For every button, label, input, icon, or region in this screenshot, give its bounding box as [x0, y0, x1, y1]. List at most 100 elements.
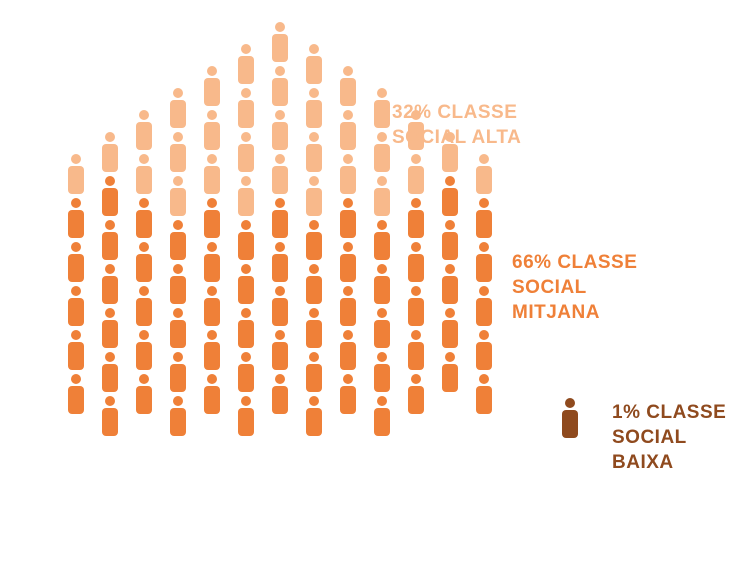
- icon-body: [476, 342, 492, 370]
- icon-head: [71, 374, 81, 384]
- person-icon: [408, 110, 424, 150]
- person-icon: [374, 352, 390, 392]
- icon-head: [105, 308, 115, 318]
- icon-head: [445, 308, 455, 318]
- person-icon: [374, 132, 390, 172]
- icon-head: [241, 396, 251, 406]
- icon-body: [272, 34, 288, 62]
- icon-body: [204, 122, 220, 150]
- person-icon: [102, 176, 118, 216]
- person-icon: [476, 154, 492, 194]
- person-icon: [204, 330, 220, 370]
- value-label: 32%: [392, 102, 432, 123]
- icon-head: [479, 242, 489, 252]
- icon-head: [207, 198, 217, 208]
- icon-head: [71, 330, 81, 340]
- icon-body: [272, 122, 288, 150]
- icon-head: [207, 110, 217, 120]
- person-icon: [102, 220, 118, 260]
- icon-body: [374, 276, 390, 304]
- icon-body: [442, 144, 458, 172]
- person-icon: [238, 176, 254, 216]
- icon-body: [170, 364, 186, 392]
- icon-body: [170, 100, 186, 128]
- icon-head: [241, 88, 251, 98]
- person-icon: [306, 44, 322, 84]
- person-icon: [476, 374, 492, 414]
- icon-head: [445, 132, 455, 142]
- person-icon: [238, 132, 254, 172]
- person-icon: [136, 198, 152, 238]
- icon-head: [275, 22, 285, 32]
- icon-body: [340, 122, 356, 150]
- icon-head: [445, 352, 455, 362]
- icon-body: [408, 342, 424, 370]
- icon-head: [139, 374, 149, 384]
- person-icon: [374, 88, 390, 128]
- icon-head: [479, 198, 489, 208]
- icon-body: [102, 232, 118, 260]
- icon-body: [408, 386, 424, 414]
- category-name: CLASSE SOCIAL BAIXA: [612, 402, 727, 473]
- icon-head: [343, 330, 353, 340]
- value-label: 1%: [612, 402, 641, 423]
- icon-head: [445, 264, 455, 274]
- person-icon: [442, 132, 458, 172]
- person-icon: [204, 374, 220, 414]
- person-icon: [238, 44, 254, 84]
- icon-body: [272, 342, 288, 370]
- person-icon: [442, 176, 458, 216]
- icon-head: [275, 110, 285, 120]
- icon-head: [105, 396, 115, 406]
- icon-head: [479, 330, 489, 340]
- icon-body: [408, 166, 424, 194]
- icon-body: [374, 188, 390, 216]
- icon-body: [340, 78, 356, 106]
- icon-head: [309, 44, 319, 54]
- icon-head: [275, 286, 285, 296]
- icon-body: [442, 188, 458, 216]
- icon-head: [105, 176, 115, 186]
- icon-body: [204, 166, 220, 194]
- icon-body: [374, 320, 390, 348]
- icon-body: [68, 298, 84, 326]
- person-icon: [238, 220, 254, 260]
- icon-body: [102, 320, 118, 348]
- icon-head: [275, 374, 285, 384]
- icon-body: [102, 144, 118, 172]
- icon-body: [68, 210, 84, 238]
- person-icon: [272, 154, 288, 194]
- person-icon: [204, 154, 220, 194]
- icon-head: [377, 88, 387, 98]
- icon-body: [374, 364, 390, 392]
- person-icon: [340, 330, 356, 370]
- icon-body: [442, 320, 458, 348]
- person-icon: [306, 396, 322, 436]
- icon-head: [275, 242, 285, 252]
- person-icon: [272, 110, 288, 150]
- icon-head: [377, 352, 387, 362]
- icon-head: [71, 242, 81, 252]
- person-icon: [272, 198, 288, 238]
- person-icon: [102, 396, 118, 436]
- icon-body: [374, 408, 390, 436]
- person-icon: [408, 198, 424, 238]
- icon-head: [241, 352, 251, 362]
- icon-body: [238, 144, 254, 172]
- icon-head: [71, 154, 81, 164]
- icon-body: [136, 210, 152, 238]
- icon-body: [306, 276, 322, 304]
- value-label: 66%: [512, 252, 552, 273]
- icon-body: [306, 56, 322, 84]
- person-icon: [238, 308, 254, 348]
- icon-body: [476, 386, 492, 414]
- category-label: 32% CLASSE SOCIAL ALTA: [392, 100, 572, 150]
- icon-head: [139, 198, 149, 208]
- icon-head: [173, 352, 183, 362]
- icon-body: [136, 298, 152, 326]
- person-icon: [136, 242, 152, 282]
- person-icon: [102, 132, 118, 172]
- person-icon: [272, 374, 288, 414]
- icon-head: [241, 132, 251, 142]
- person-icon: [374, 264, 390, 304]
